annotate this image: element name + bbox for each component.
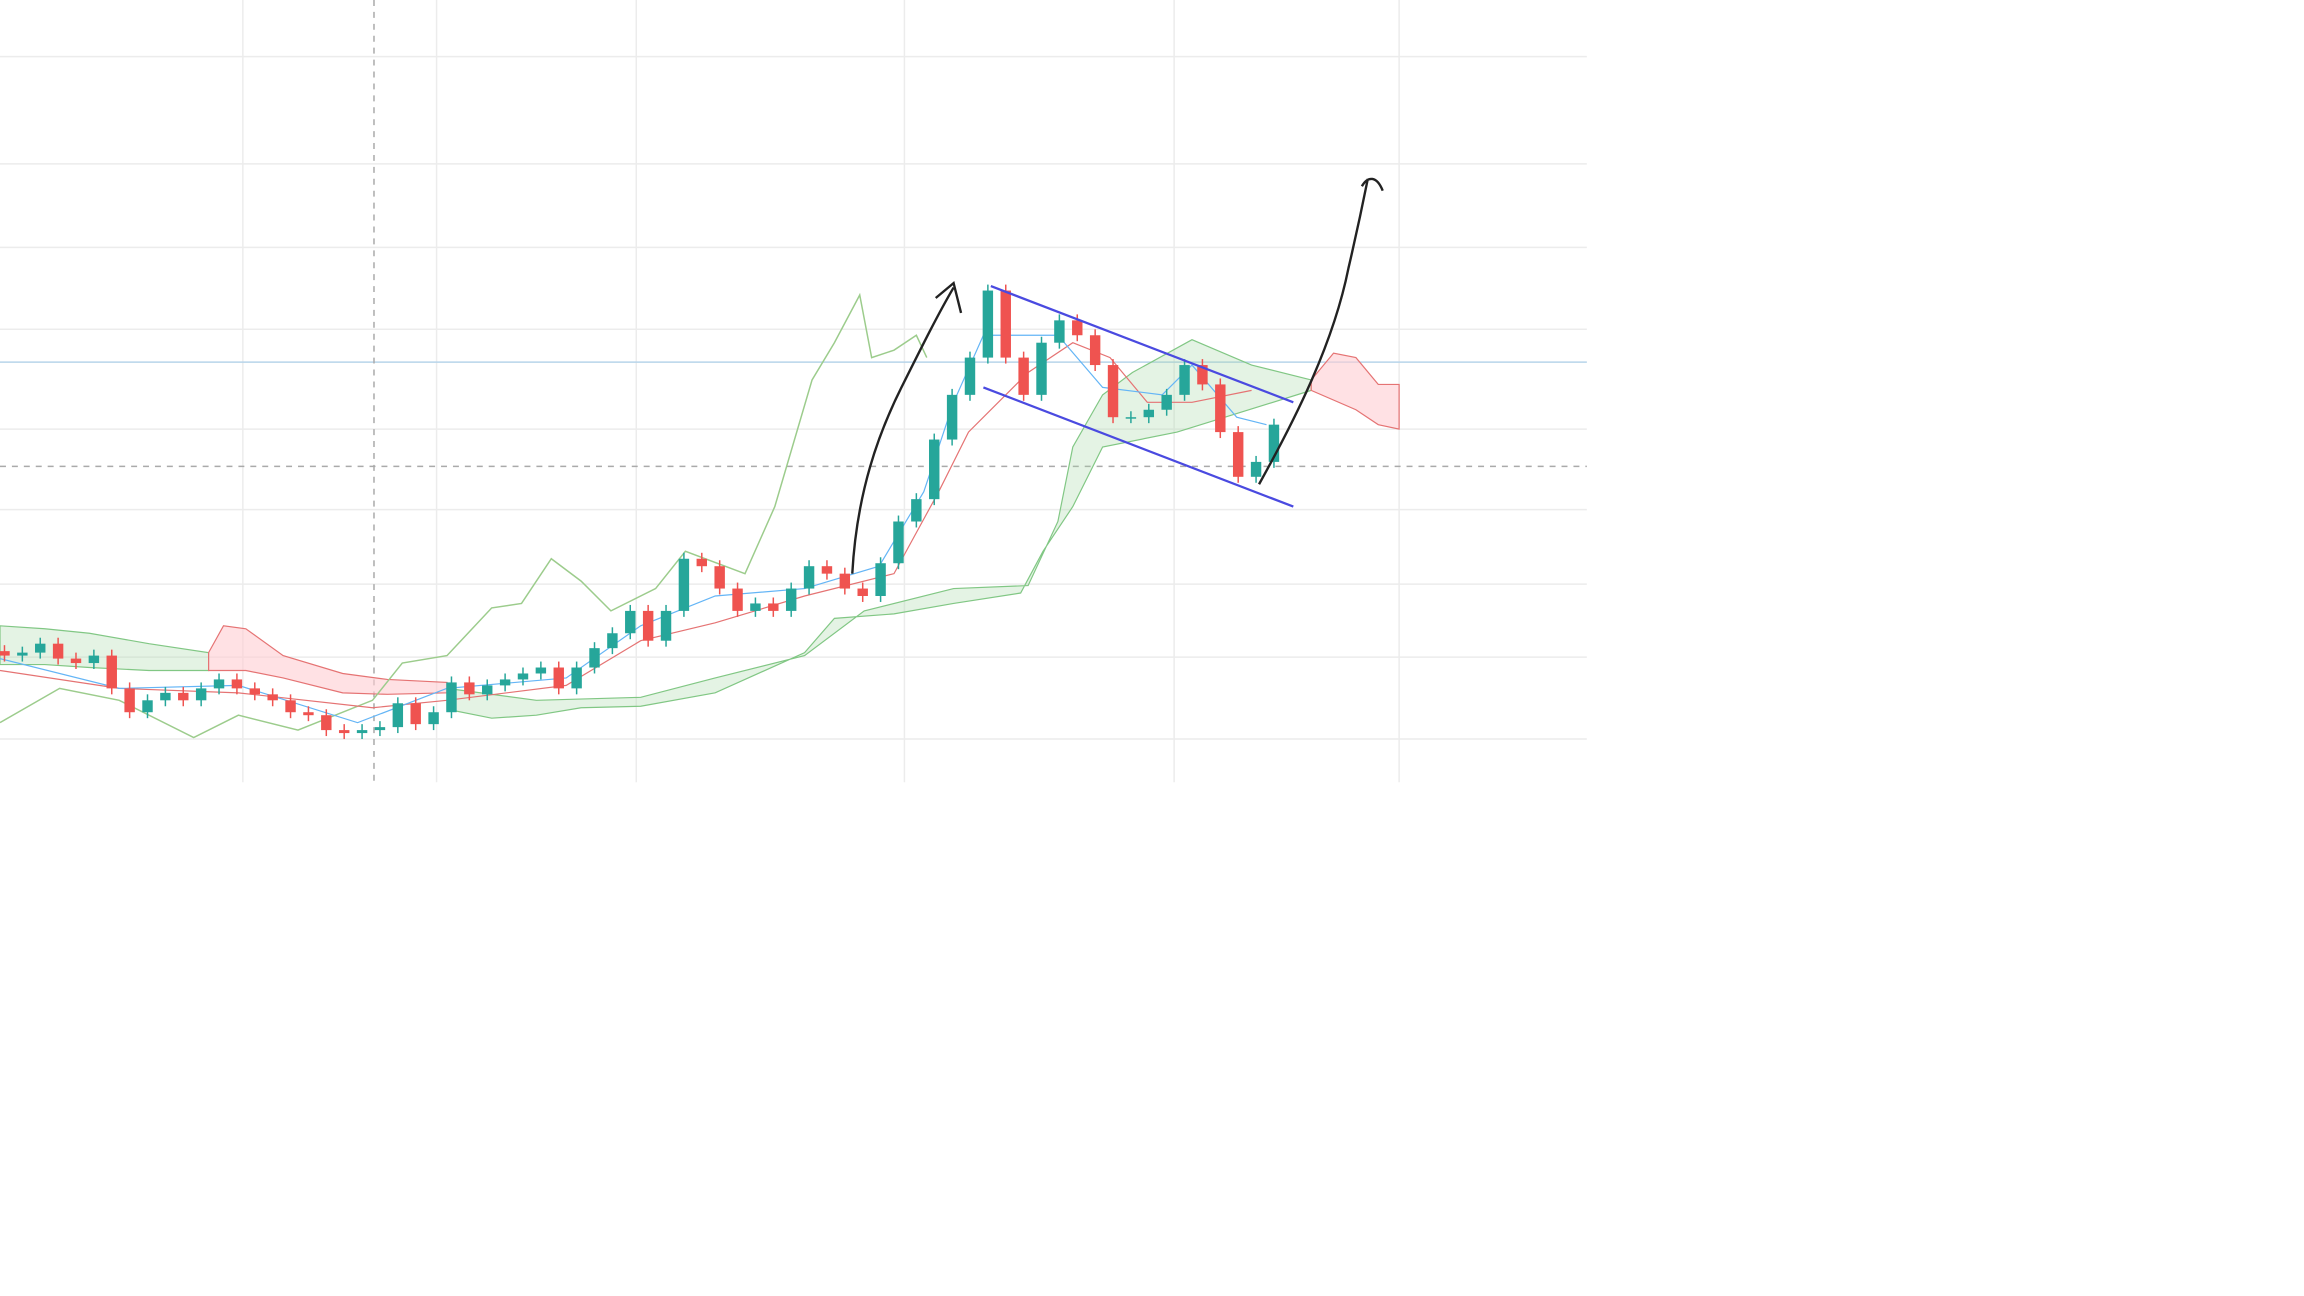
candle-body (660, 610, 672, 641)
candle-body (1143, 409, 1155, 418)
candle-body (428, 712, 439, 725)
candle-body (982, 290, 994, 358)
candle-body (410, 703, 421, 725)
candle-body (1107, 365, 1119, 418)
candle-body (929, 439, 940, 500)
candle-body (464, 682, 475, 695)
candle-body (267, 694, 278, 701)
candle-body (356, 730, 368, 734)
candle-body (946, 394, 958, 440)
candle-body (231, 679, 243, 689)
candle-body (696, 558, 708, 567)
candle-body (1161, 394, 1172, 410)
candle-body (839, 573, 851, 589)
candle-body (589, 648, 600, 668)
candle-body (732, 588, 743, 611)
candle-body (124, 688, 135, 713)
candle-body (160, 692, 171, 701)
candle-body (821, 566, 833, 574)
candle-body (1197, 365, 1208, 385)
candle-body (1232, 432, 1244, 477)
candle-body (374, 727, 386, 731)
candle-body (750, 603, 761, 611)
cloud-bull (0, 625, 210, 672)
candle-body (893, 521, 904, 564)
candle-body (0, 651, 10, 656)
candle-body (249, 688, 261, 695)
candle-body (571, 667, 582, 689)
candle-body (553, 667, 564, 689)
candle-body (1215, 384, 1226, 433)
candle-body (52, 643, 64, 659)
candle-body (482, 685, 493, 695)
candle-body (70, 658, 82, 664)
candle-body (1179, 365, 1190, 395)
channel-line (982, 386, 1294, 508)
candle-body (875, 563, 886, 596)
drawn-arrow (851, 280, 963, 574)
candle-body (195, 688, 207, 701)
candle-body (1089, 335, 1101, 366)
candle-body (714, 566, 725, 589)
candle-body (446, 682, 457, 713)
drawn-arrow (1258, 177, 1384, 485)
candle-body (785, 588, 797, 611)
candle-body (106, 655, 117, 689)
candle-body (392, 703, 404, 728)
cloud-bear (208, 625, 448, 695)
candle-body (1000, 290, 1011, 358)
candle-body (642, 610, 654, 641)
candle-body (1125, 417, 1137, 419)
candle-body (303, 712, 314, 716)
candle-body (88, 655, 100, 664)
candle-body (338, 730, 350, 734)
candle-body (178, 692, 189, 701)
candle-body (1268, 424, 1280, 462)
candle-body (1054, 320, 1065, 343)
candle-body (17, 652, 28, 656)
candle-body (35, 643, 46, 653)
candle-body (1072, 320, 1083, 336)
candle-body (321, 715, 332, 731)
grid (0, 0, 1587, 783)
channel-line (990, 285, 1294, 404)
candle-body (964, 357, 976, 395)
cloud-bear (1310, 352, 1400, 430)
candle-body (1036, 342, 1047, 395)
candle-body (285, 700, 296, 713)
candle-body (768, 603, 779, 611)
candle-body (535, 667, 547, 674)
candle-body (142, 700, 153, 713)
candle-body (1250, 461, 1262, 477)
plot-area (0, 0, 1587, 783)
cloud-bull (446, 339, 1312, 719)
candle-body (678, 558, 690, 611)
candle-body (857, 588, 868, 596)
candle-body (517, 673, 529, 680)
candle-body (911, 499, 922, 522)
candle-body (499, 679, 511, 686)
candles (0, 284, 1280, 740)
candle-body (1018, 357, 1029, 395)
candle-body (213, 679, 225, 689)
candle-body (625, 610, 636, 634)
candle-body (803, 566, 815, 589)
lagging-line (0, 292, 928, 739)
candle-body (607, 633, 618, 649)
